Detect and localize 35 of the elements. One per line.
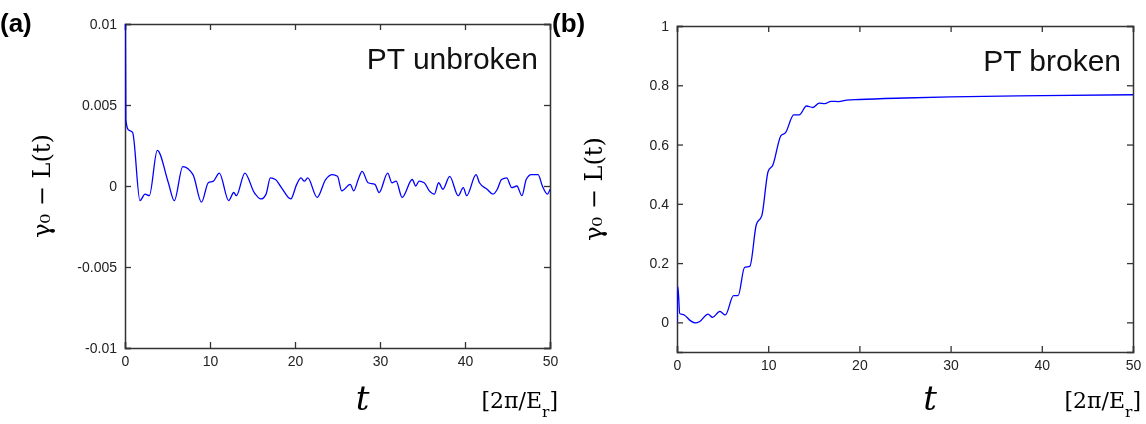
x-axis-title: t (355, 378, 370, 418)
text: [2π/E$_{r}$] (481, 388, 558, 421)
x-tick-label: 50 (542, 352, 559, 369)
line-series (125, 24, 550, 203)
x-tick-label: 50 (1125, 356, 1142, 373)
annotation: PT unbroken (366, 42, 538, 75)
x-tick-label: 30 (372, 352, 389, 369)
y-axis-title: γ₀ − L(t) (580, 137, 608, 241)
chart-title: (b) (552, 8, 586, 38)
x-tick-label: 10 (760, 356, 777, 373)
x-tick-label: 0 (121, 352, 130, 369)
chart-title: (a) (0, 8, 32, 38)
y-tick-label: 0.01 (89, 15, 118, 32)
x-tick-label: 40 (1034, 356, 1051, 373)
y-tick-label: 0 (661, 314, 670, 331)
x-tick-label: 20 (287, 352, 304, 369)
y-tick-label: 0.005 (81, 96, 118, 113)
y-tick-label: 0.4 (649, 195, 670, 212)
x-tick-label: 40 (457, 352, 474, 369)
text: [2π/E$_{r}$] (1064, 388, 1141, 421)
x-tick-label: 30 (943, 356, 960, 373)
x-tick-label: 0 (673, 356, 682, 373)
y-tick-label: 0.2 (649, 255, 670, 272)
x-tick-label: 20 (852, 356, 868, 373)
y-axis-title: γ₀ − L(t) (28, 134, 56, 238)
y-tick-label: 0 (109, 177, 118, 194)
annotation: PT broken (983, 44, 1121, 77)
y-tick-label: -0.005 (77, 258, 118, 275)
y-tick-label: 0.6 (649, 136, 670, 153)
x-tick-label: 10 (202, 352, 219, 369)
y-tick-label: 0.8 (649, 77, 670, 94)
x-axis-title: t (923, 378, 938, 418)
y-tick-label: 1 (661, 17, 670, 34)
y-tick-label: -0.01 (85, 339, 118, 356)
line-series (677, 94, 1133, 324)
